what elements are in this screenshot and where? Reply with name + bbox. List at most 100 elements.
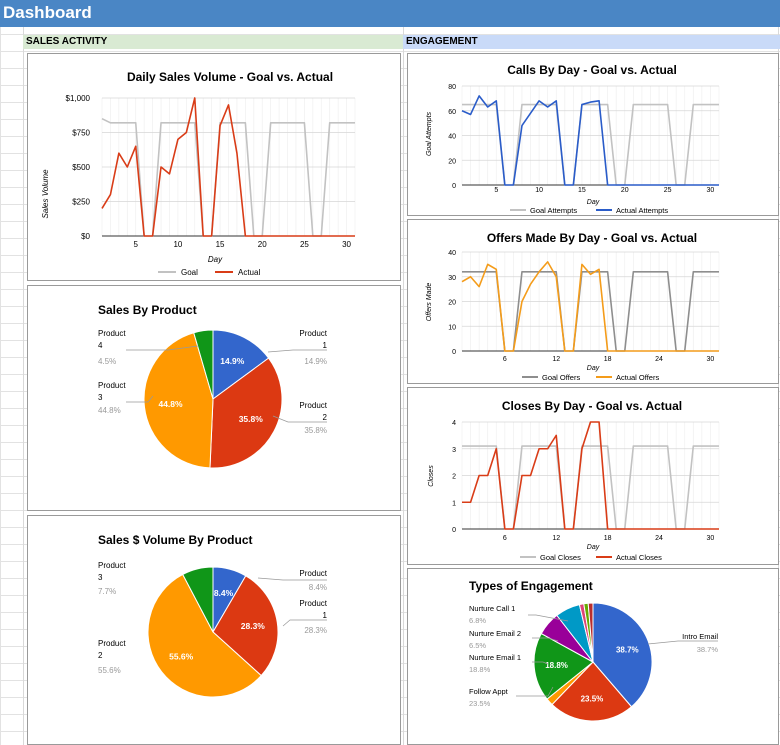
- pie-slice-follow-appt[interactable]: [551, 661, 633, 722]
- pie-slice-product-4[interactable]: [193, 329, 214, 400]
- x-tick-label: 10: [535, 187, 543, 194]
- offers-svg: Offers Made By Day - Goal vs. Actual Off…: [426, 231, 720, 382]
- y-tick-label: $250: [72, 198, 90, 207]
- calls-by-day-chart[interactable]: Calls By Day - Goal vs. Actual Goal Atte…: [407, 53, 779, 216]
- sales-by-product-chart[interactable]: Sales By Product 14.9% 35.8% 44.8% Product…: [27, 285, 401, 511]
- closes-by-day-chart[interactable]: Closes By Day - Goal vs. Actual Closes D…: [407, 387, 779, 565]
- page-title: Dashboard: [3, 3, 92, 22]
- x-tick-label: 30: [707, 187, 715, 194]
- pie-label: Product: [98, 639, 126, 648]
- pie-slice-label: 35.8%: [239, 414, 264, 424]
- pie-label: 3: [98, 393, 103, 402]
- x-tick-label: 20: [621, 187, 629, 194]
- pie-label: 2: [98, 651, 103, 660]
- chart-title: Offers Made By Day - Goal vs. Actual: [487, 231, 697, 245]
- section-sales-activity: SALES ACTIVITY: [23, 35, 403, 49]
- chart-title: Daily Sales Volume - Goal vs. Actual: [127, 70, 333, 84]
- legend-actual: Actual: [238, 268, 260, 277]
- x-tick-label: 12: [552, 535, 560, 542]
- pie-slice-product-2[interactable]: [209, 357, 283, 469]
- pie-slice-nurture-email-1[interactable]: [533, 632, 594, 700]
- pie-label: 3: [98, 573, 103, 582]
- pie-label: 4: [98, 341, 103, 350]
- pie-pct: 23.5%: [469, 699, 491, 708]
- types-of-engagement-chart[interactable]: Types of Engagement 38.7% 23.5% 18.8% Nurt…: [407, 568, 779, 745]
- x-axis-label: Day: [208, 255, 223, 264]
- pie-slice-product-3[interactable]: [182, 566, 214, 633]
- chart-title: Sales $ Volume By Product: [98, 533, 253, 547]
- pie-slice-product-1[interactable]: [212, 575, 279, 677]
- y-tick-label: 20: [448, 158, 456, 165]
- pie-label: Product: [299, 329, 327, 338]
- pie-pct: 6.5%: [469, 641, 486, 650]
- x-tick-label: 24: [655, 535, 663, 542]
- chart-legend: Goal Actual: [158, 268, 260, 277]
- x-tick-label: 30: [342, 240, 351, 249]
- pie-slice-other-4[interactable]: [587, 602, 594, 663]
- x-tick-label: 12: [552, 356, 560, 363]
- pie-label: Product: [299, 599, 327, 608]
- pie-label: 2: [323, 413, 328, 422]
- x-tick-label: 15: [578, 187, 586, 194]
- x-tick-label: 24: [655, 356, 663, 363]
- daily-sales-chart[interactable]: Daily Sales Volume - Goal vs. Actual Sal…: [27, 53, 401, 281]
- chart-legend: Goal Offers Actual Offers: [522, 373, 659, 382]
- y-tick-label: $0: [81, 232, 90, 241]
- pie-pct: 6.8%: [469, 616, 486, 625]
- pie-slice-intro-email[interactable]: [592, 602, 653, 708]
- legend-actual: Actual Attempts: [616, 206, 668, 215]
- y-tick-label: 80: [448, 84, 456, 91]
- pie-slice-product-3[interactable]: [143, 332, 214, 469]
- pie-slice-label: 23.5%: [581, 695, 604, 704]
- pie-slice-label: 14.9%: [220, 356, 245, 366]
- pie-slice-label: 44.8%: [158, 399, 183, 409]
- y-axis-label: Closes: [428, 465, 435, 487]
- pie-pct: 7.7%: [98, 587, 116, 596]
- y-tick-label: 1: [452, 500, 456, 507]
- sales-by-product-svg: Sales By Product 14.9% 35.8% 44.8% Product…: [98, 303, 328, 469]
- x-tick-label: 5: [494, 187, 498, 194]
- pie-slice-product-1[interactable]: [212, 329, 270, 400]
- sales-dollar-by-product-chart[interactable]: Sales $ Volume By Product 8.4% 28.3% 55.6%…: [27, 515, 401, 745]
- legend-actual: Actual Closes: [616, 553, 662, 562]
- pie-slice-label: 28.3%: [241, 621, 266, 631]
- y-tick-label: 0: [452, 349, 456, 356]
- x-tick-label: 20: [258, 240, 267, 249]
- y-tick-label: 0: [452, 183, 456, 190]
- pie-slice-label: 55.6%: [169, 652, 194, 662]
- pie-label: Intro Email: [682, 632, 718, 641]
- column-divider: [778, 27, 779, 745]
- pie-pct: 18.8%: [469, 665, 491, 674]
- pie-label: Nurture Call 1: [469, 604, 515, 613]
- series-line-actual-attempts: [461, 95, 719, 186]
- x-tick-label: 18: [604, 356, 612, 363]
- x-tick-label: 30: [707, 535, 715, 542]
- pie-label: Product: [299, 569, 327, 578]
- pie-label: Nurture Email 2: [469, 629, 521, 638]
- y-tick-label: $750: [72, 129, 90, 138]
- pie-slice-product-2[interactable]: [147, 573, 262, 698]
- pie-pct: 38.7%: [697, 645, 719, 654]
- y-tick-label: 30: [448, 275, 456, 282]
- y-tick-label: 10: [448, 324, 456, 331]
- dashboard-header: Dashboard: [0, 0, 780, 27]
- chart-legend: Goal Attempts Actual Attempts: [510, 206, 668, 215]
- legend-goal: Goal Offers: [542, 373, 580, 382]
- pie-pct: 35.8%: [304, 426, 327, 435]
- x-tick-label: 5: [134, 240, 139, 249]
- x-tick-label: 25: [300, 240, 309, 249]
- pie-label: Follow Appt: [469, 687, 509, 696]
- y-tick-label: 2: [452, 474, 456, 481]
- x-axis-label: Day: [587, 544, 600, 551]
- column-divider: [403, 27, 404, 745]
- y-axis-label: Goal Attempts: [426, 111, 433, 156]
- y-tick-label: $1,000: [66, 94, 91, 103]
- series-line-actual-closes: [462, 421, 719, 530]
- pie-label: Product: [299, 401, 327, 410]
- offers-by-day-chart[interactable]: Offers Made By Day - Goal vs. Actual Off…: [407, 219, 779, 384]
- section-engagement: ENGAGEMENT: [403, 35, 780, 49]
- y-tick-label: 60: [448, 109, 456, 116]
- x-tick-label: 30: [707, 356, 715, 363]
- pie-pct: 14.9%: [304, 357, 327, 366]
- calls-svg: Calls By Day - Goal vs. Actual Goal Atte…: [426, 63, 720, 215]
